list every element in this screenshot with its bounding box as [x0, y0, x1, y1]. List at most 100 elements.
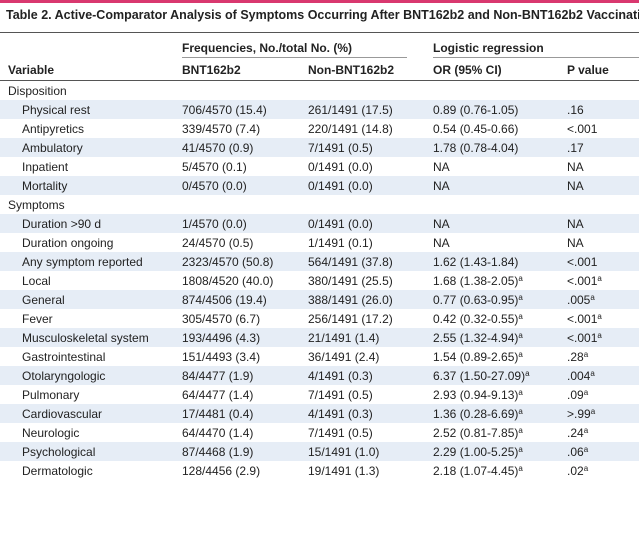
row-label: Antipyretics: [22, 121, 85, 136]
cell-text: 6.37 (1.50-27.09): [433, 368, 526, 383]
table-row: Duration ongoing 24/4570 (0.5) 1/1491 (0.1…: [0, 233, 639, 252]
table-row: Ambulatory 41/4570 (0.9) 7/1491 (0.5) 1.78 …: [0, 138, 639, 157]
accent-bar: [0, 0, 639, 3]
table-cell: 7/1491 (0.5): [308, 140, 373, 155]
cell-text: <.001: [567, 311, 598, 326]
table-cell: NA: [567, 178, 584, 193]
table-row: Antipyretics 339/4570 (7.4) 220/1491 (14.8…: [0, 119, 639, 138]
table-cell: 0.77 (0.63-0.95)a: [433, 290, 567, 309]
cell-text: .004: [567, 368, 591, 383]
table-cell: >.99a: [567, 404, 639, 423]
footnote-mark: a: [525, 368, 530, 378]
footnote-mark: a: [518, 406, 523, 416]
table-cell: <.001a: [567, 309, 639, 328]
table-row: Any symptom reported 2323/4570 (50.8) 564/…: [0, 252, 639, 271]
table-row: Local 1808/4520 (40.0) 380/1491 (25.5) 1.68…: [0, 271, 639, 290]
footnote-mark: a: [583, 387, 589, 397]
cell-text: <.001: [567, 330, 598, 345]
cell-text: 2.52 (0.81-7.85): [433, 425, 519, 440]
table-head: Frequencies, No./total No. (%) Logistic r…: [0, 33, 639, 81]
group-header-cell: Frequencies, No./total No. (%): [182, 33, 433, 61]
table-cell: .06a: [567, 442, 639, 461]
table-cell: 15/1491 (1.0): [308, 444, 380, 459]
table-cell: NA: [567, 235, 584, 250]
table-row: Mortality 0/4570 (0.0) 0/1491 (0.0) NA NA: [0, 176, 639, 195]
table-cell: .17: [567, 140, 584, 155]
footnote-mark: a: [583, 444, 589, 454]
column-header: P value: [567, 60, 639, 81]
table-cell: <.001: [567, 254, 598, 269]
table-cell: 874/4506 (19.4): [182, 292, 267, 307]
table-cell: .09a: [567, 385, 639, 404]
table-cell: 564/1491 (37.8): [308, 254, 393, 269]
table-cell: NA: [433, 235, 450, 250]
footnote-mark: a: [518, 330, 523, 340]
table-cell: .02a: [567, 461, 639, 480]
table-cell: 1.62 (1.43-1.84): [433, 254, 519, 269]
row-label: Otolaryngologic: [22, 368, 106, 383]
data-table: Frequencies, No./total No. (%) Logistic r…: [0, 32, 639, 480]
table-cell: NA: [433, 216, 450, 231]
cell-text: 0.42 (0.32-0.55): [433, 311, 519, 326]
group-header-row: Frequencies, No./total No. (%) Logistic r…: [0, 33, 639, 61]
table-cell: 5/4570 (0.1): [182, 159, 247, 174]
section-label: Symptoms: [8, 197, 65, 212]
row-label: General: [22, 292, 65, 307]
table-cell: 1/1491 (0.1): [308, 235, 373, 250]
table-cell: 17/4481 (0.4): [182, 406, 254, 421]
table-row: Duration >90 d 1/4570 (0.0) 0/1491 (0.0) NA…: [0, 214, 639, 233]
section-row: Disposition: [0, 81, 639, 101]
table-row: Gastrointestinal 151/4493 (3.4) 36/1491 (2…: [0, 347, 639, 366]
section-row: Symptoms: [0, 195, 639, 214]
table-cell: 1.68 (1.38-2.05)a: [433, 271, 567, 290]
table-cell: 21/1491 (1.4): [308, 330, 380, 345]
table-cell: 24/4570 (0.5): [182, 235, 254, 250]
cell-text: 1.54 (0.89-2.65): [433, 349, 519, 364]
table-row: Musculoskeletal system 193/4496 (4.3) 21/1…: [0, 328, 639, 347]
table-cell: 1808/4520 (40.0): [182, 273, 274, 288]
footnote-mark: a: [590, 368, 595, 378]
row-label: Any symptom reported: [22, 254, 143, 269]
table-cell: 2.52 (0.81-7.85)a: [433, 423, 567, 442]
table-cell: 84/4477 (1.9): [182, 368, 254, 383]
table-cell: <.001: [567, 121, 598, 136]
header-cell: [0, 33, 182, 61]
table-cell: 0/1491 (0.0): [308, 178, 373, 193]
footnote-mark: a: [518, 425, 523, 435]
row-label: Fever: [22, 311, 53, 326]
footnote-mark: a: [518, 349, 523, 359]
table-cell: 6.37 (1.50-27.09)a: [433, 366, 567, 385]
table-cell: .16: [567, 102, 584, 117]
cell-text: .02: [567, 463, 584, 478]
table-cell: 2.29 (1.00-5.25)a: [433, 442, 567, 461]
table-row: Fever 305/4570 (6.7) 256/1491 (17.2) 0.42 (…: [0, 309, 639, 328]
table-cell: 4/1491 (0.3): [308, 368, 373, 383]
section-label: Disposition: [8, 83, 67, 98]
group-header: Logistic regression: [433, 41, 639, 58]
footnote-mark: a: [518, 311, 523, 321]
table-body: Disposition Physical rest 706/4570 (15.4) 2…: [0, 81, 639, 481]
row-label: Gastrointestinal: [22, 349, 106, 364]
row-label: Local: [22, 273, 51, 288]
table-cell: 256/1491 (17.2): [308, 311, 393, 326]
table-cell: <.001a: [567, 328, 639, 347]
table-cell: 151/4493 (3.4): [182, 349, 261, 364]
table-cell: NA: [567, 216, 584, 231]
footnote-mark: a: [583, 349, 589, 359]
table-cell: NA: [433, 178, 450, 193]
cell-text: .06: [567, 444, 584, 459]
footnote-mark: a: [597, 311, 602, 321]
table-row: Inpatient 5/4570 (0.1) 0/1491 (0.0) NA NA: [0, 157, 639, 176]
cell-text: 2.93 (0.94-9.13): [433, 387, 519, 402]
table-cell: 380/1491 (25.5): [308, 273, 393, 288]
row-label: Cardiovascular: [22, 406, 103, 421]
cell-text: .28: [567, 349, 584, 364]
table-cell: 1.54 (0.89-2.65)a: [433, 347, 567, 366]
footnote-mark: a: [518, 292, 523, 302]
row-label: Psychological: [22, 444, 96, 459]
table-row: Dermatologic 128/4456 (2.9) 19/1491 (1.3) 2…: [0, 461, 639, 480]
table-cell: 41/4570 (0.9): [182, 140, 254, 155]
table-cell: 87/4468 (1.9): [182, 444, 254, 459]
footnote-mark: a: [583, 425, 589, 435]
table-cell: 64/4477 (1.4): [182, 387, 254, 402]
